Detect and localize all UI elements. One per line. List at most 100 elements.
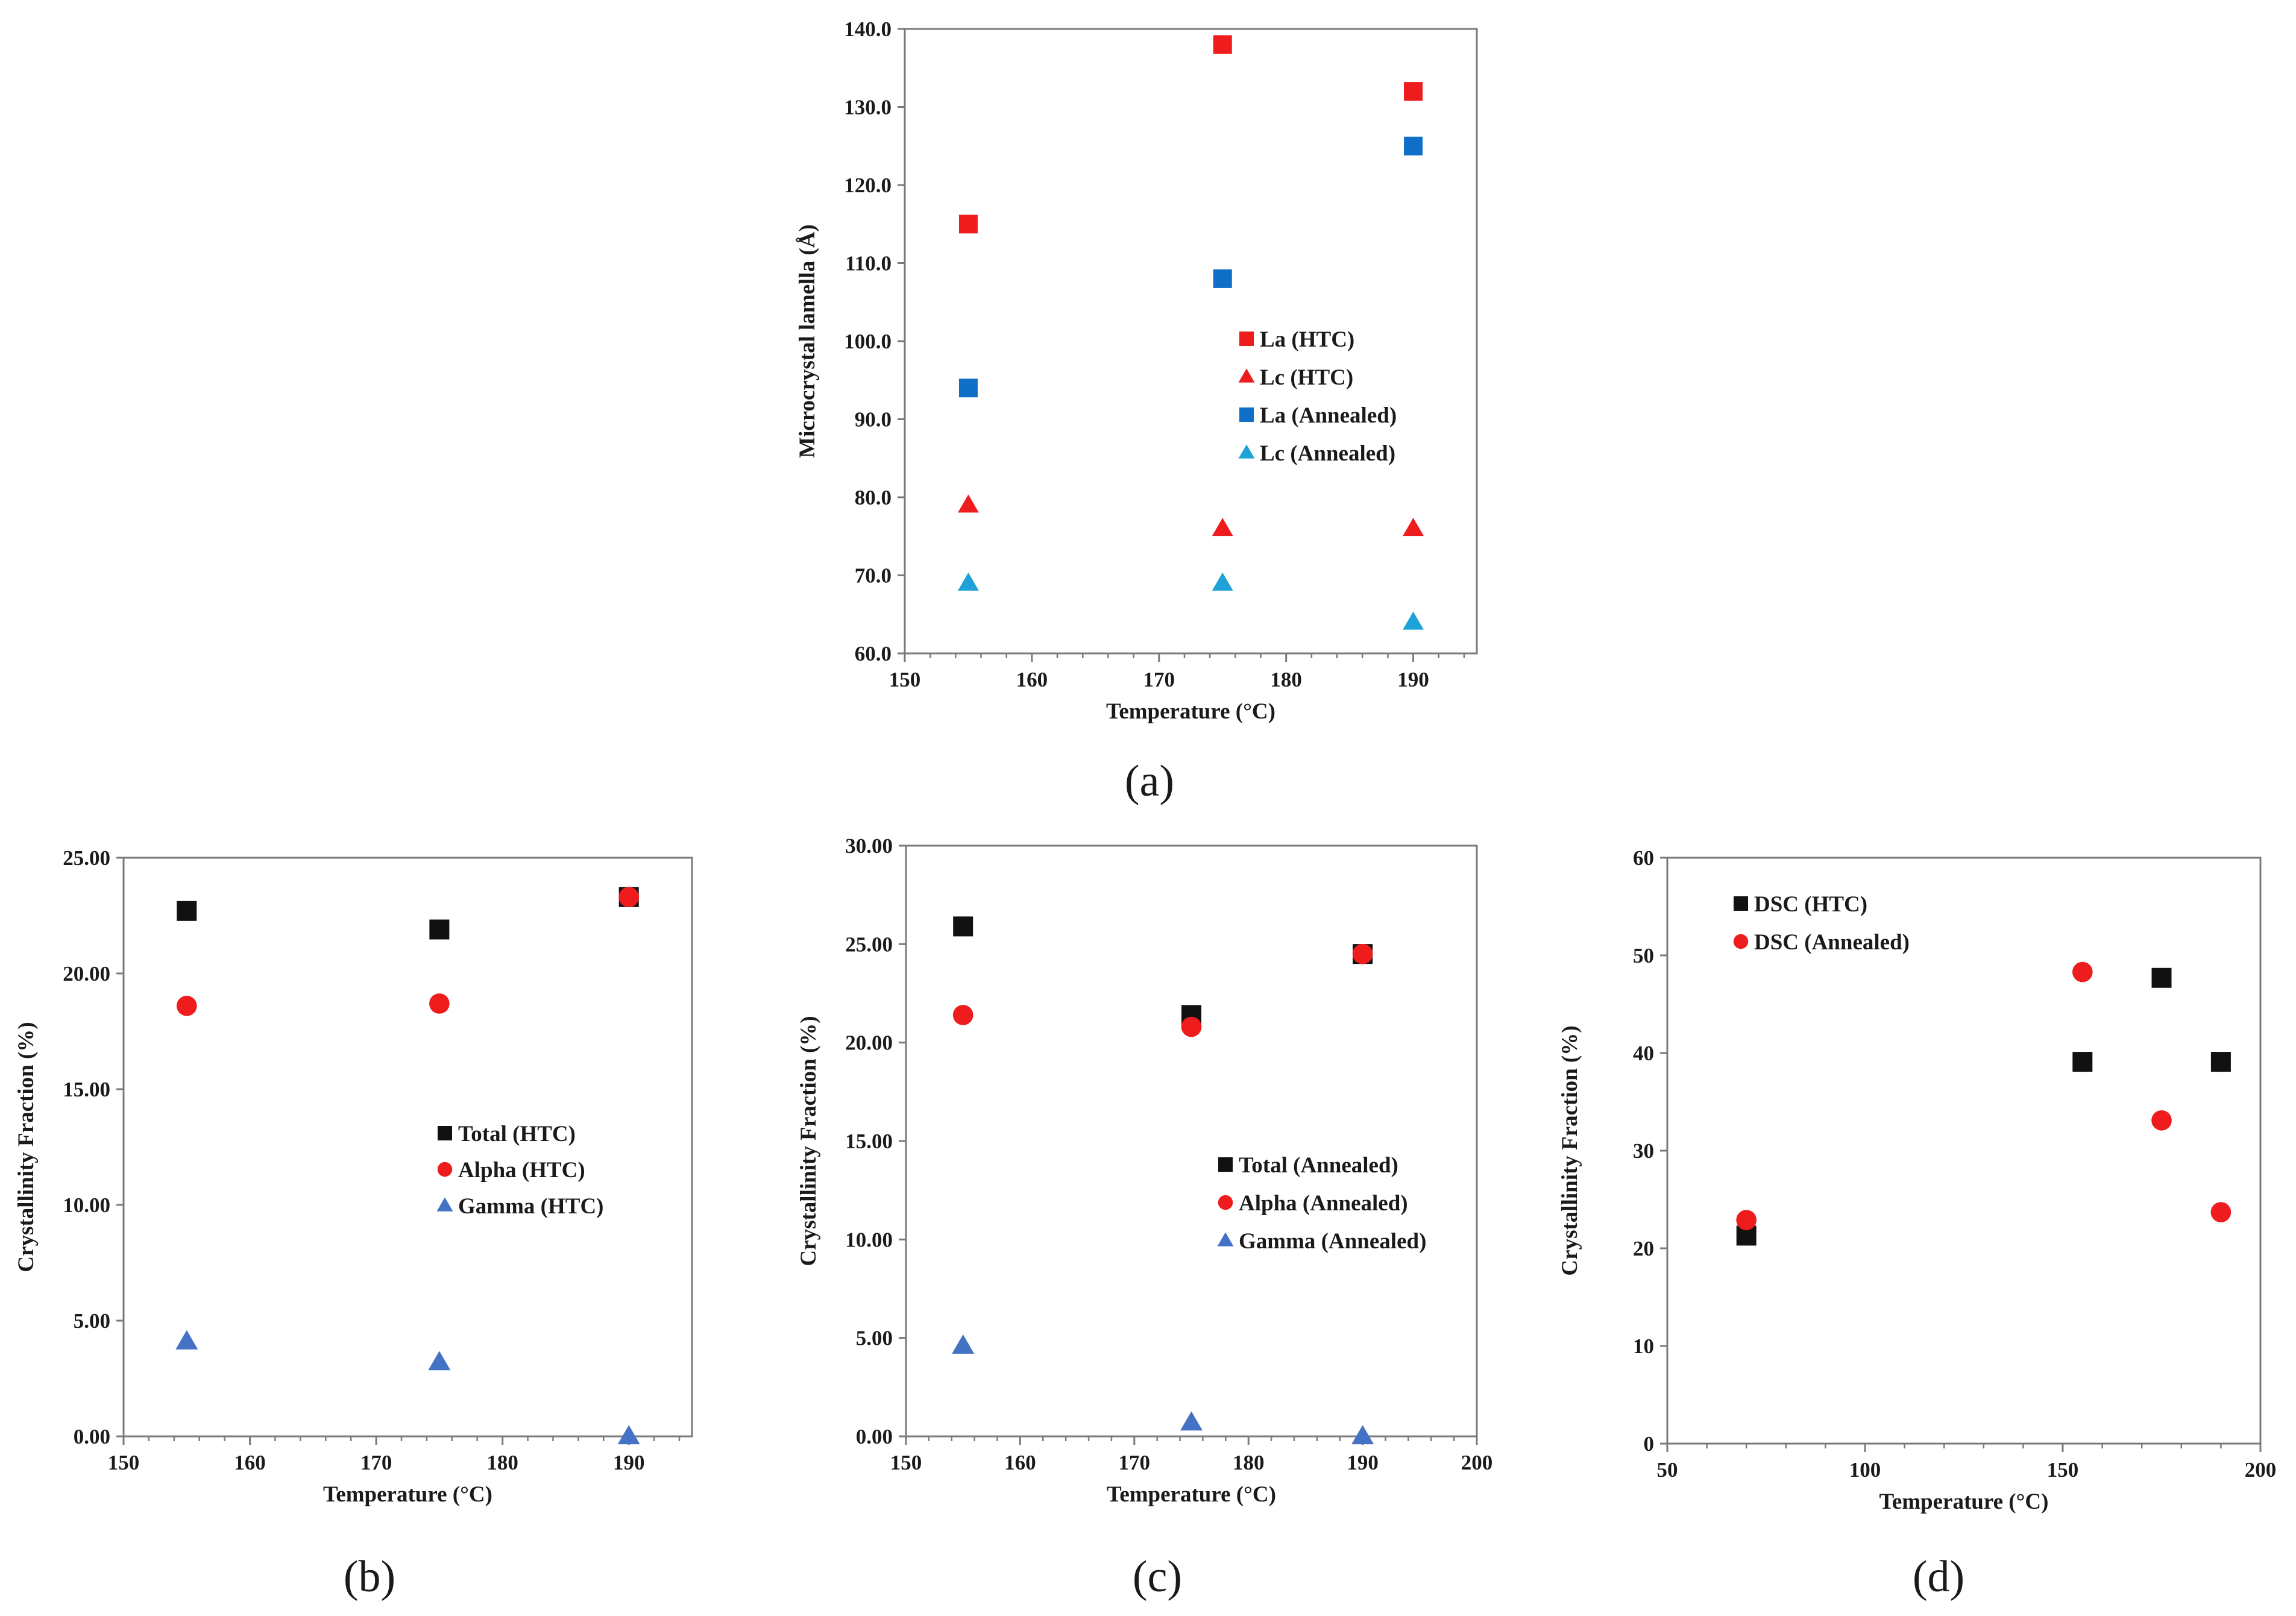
- y-tick-label: 110.0: [845, 252, 892, 275]
- data-point: [429, 919, 450, 940]
- x-axis-title: Temperature (°C): [1879, 1489, 2049, 1514]
- y-tick-label: 20: [1633, 1237, 1654, 1260]
- x-tick-label: 190: [1347, 1451, 1379, 1474]
- y-tick-label: 5.00: [74, 1309, 110, 1333]
- legend-label: Gamma (HTC): [458, 1194, 604, 1219]
- x-tick-label: 170: [1119, 1451, 1151, 1474]
- series-dsc-htc: [1736, 967, 2231, 1246]
- data-point: [952, 1334, 975, 1354]
- data-point: [177, 901, 197, 921]
- data-point: [175, 1330, 198, 1350]
- legend-label: DSC (HTC): [1754, 892, 1867, 917]
- x-axis-title: Temperature (°C): [1106, 699, 1275, 724]
- panel-label: (c): [1133, 1552, 1182, 1602]
- legend-marker: [1733, 934, 1749, 949]
- data-point: [1181, 1016, 1202, 1037]
- legend: Total (Annealed) Alpha (Annealed) Gamma (A…: [1217, 1153, 1426, 1254]
- x-tick-label: 50: [1657, 1458, 1678, 1482]
- data-point: [618, 887, 640, 908]
- legend: DSC (HTC) DSC (Annealed): [1733, 892, 1910, 955]
- data-point: [2072, 1052, 2093, 1072]
- legend: La (HTC) Lc (HTC) La (Annealed) Lc (Anneale…: [1238, 327, 1397, 466]
- y-tick-label: 0: [1644, 1432, 1655, 1456]
- x-tick-label: 180: [1233, 1451, 1265, 1474]
- x-tick-label: 200: [1461, 1451, 1493, 1474]
- legend-label: Total (Annealed): [1239, 1153, 1398, 1178]
- x-tick-label: 170: [360, 1451, 392, 1474]
- legend-label: Gamma (Annealed): [1239, 1229, 1426, 1254]
- chart-c: 150 160 170 180 190 200 0.00 5.00 10.00 15.00 20.0…: [796, 834, 1492, 1602]
- y-tick-label: 70.0: [855, 564, 892, 588]
- y-tick-label: 10.00: [63, 1193, 110, 1217]
- x-axis-title: Temperature (°C): [323, 1482, 492, 1507]
- y-tick-label: 90.0: [855, 408, 892, 432]
- y-tick-label: 80.0: [855, 486, 892, 509]
- y-tick-label: 100.0: [844, 330, 892, 353]
- series-lc-annealed: [958, 572, 1424, 630]
- data-point: [958, 379, 978, 398]
- x-tick-label: 100: [1849, 1458, 1881, 1482]
- y-tick-label: 15.00: [845, 1130, 893, 1153]
- y-tick-label: 10.00: [845, 1228, 893, 1251]
- panel-label: (d): [1913, 1552, 1964, 1602]
- data-point: [1212, 518, 1233, 536]
- y-tick-label: 120.0: [844, 174, 892, 197]
- legend-marker: [438, 1126, 452, 1140]
- plot-frame: [122, 857, 693, 1438]
- y-axis-title: Crystallinity Fraction (%): [14, 1022, 39, 1272]
- x-tick-label: 150: [889, 668, 921, 691]
- data-point: [953, 916, 973, 937]
- x-tick-label: 190: [613, 1451, 645, 1474]
- series-alpha-annealed: [952, 943, 1373, 1037]
- data-point: [1213, 35, 1232, 54]
- data-point: [2151, 967, 2172, 988]
- legend-label: Total (HTC): [458, 1122, 576, 1146]
- data-point: [1213, 269, 1232, 288]
- data-point: [2210, 1202, 2232, 1222]
- series-gamma-htc: [175, 1330, 640, 1445]
- legend-label: La (Annealed): [1260, 403, 1397, 428]
- series-total-annealed: [953, 916, 1373, 1025]
- legend-label: Lc (Annealed): [1260, 441, 1395, 466]
- y-tick-label: 15.00: [63, 1078, 110, 1101]
- y-tick-label: 40: [1633, 1042, 1654, 1065]
- x-tick-label: 200: [2245, 1458, 2277, 1482]
- y-tick-label: 5.00: [856, 1327, 893, 1350]
- data-point: [1351, 1425, 1374, 1445]
- y-tick-label: 10: [1633, 1335, 1654, 1358]
- y-tick-label: 140.0: [844, 17, 892, 41]
- x-tick-label: 150: [108, 1451, 140, 1474]
- y-tick-label: 20.00: [845, 1031, 893, 1055]
- series-la-annealed: [958, 136, 1423, 398]
- chart-a: 150 160 170 180 190 60.0 70.0 80.0 90.0 100.0 110.…: [795, 17, 1478, 806]
- legend-label: Lc (HTC): [1260, 365, 1353, 390]
- x-axis-title: Temperature (°C): [1107, 1482, 1276, 1507]
- y-tick-label: 50: [1633, 944, 1654, 967]
- data-point: [1403, 611, 1424, 630]
- y-tick-label: 60: [1633, 846, 1654, 870]
- data-point: [2072, 961, 2093, 982]
- data-point: [2210, 1052, 2231, 1072]
- panel-label: (a): [1125, 756, 1174, 806]
- plot-frame: [904, 28, 1478, 655]
- data-point: [952, 1005, 973, 1025]
- legend-label: La (HTC): [1260, 327, 1354, 352]
- x-tick-label: 150: [890, 1451, 922, 1474]
- legend: Total (HTC) Alpha (HTC) Gamma (HTC): [436, 1122, 604, 1219]
- chart-b: 150 160 170 180 190 0.00 5.00 10.00 15.00 20.00 25…: [14, 846, 693, 1602]
- data-point: [2151, 1110, 2172, 1131]
- data-point: [176, 995, 197, 1016]
- y-tick-label: 60.0: [855, 642, 892, 665]
- panel-label: (b): [344, 1552, 395, 1602]
- data-point: [958, 215, 978, 234]
- y-axis-title: Crystallinity Fraction (%): [1558, 1025, 1582, 1275]
- legend-marker: [437, 1162, 453, 1177]
- legend-marker: [1734, 896, 1748, 911]
- x-tick-label: 160: [1004, 1451, 1036, 1474]
- legend-marker: [1217, 1232, 1234, 1247]
- y-tick-label: 25.00: [63, 846, 110, 870]
- data-point: [1736, 1210, 1757, 1230]
- data-point: [958, 494, 979, 513]
- series-total-htc: [177, 887, 639, 940]
- legend-marker: [1239, 332, 1254, 346]
